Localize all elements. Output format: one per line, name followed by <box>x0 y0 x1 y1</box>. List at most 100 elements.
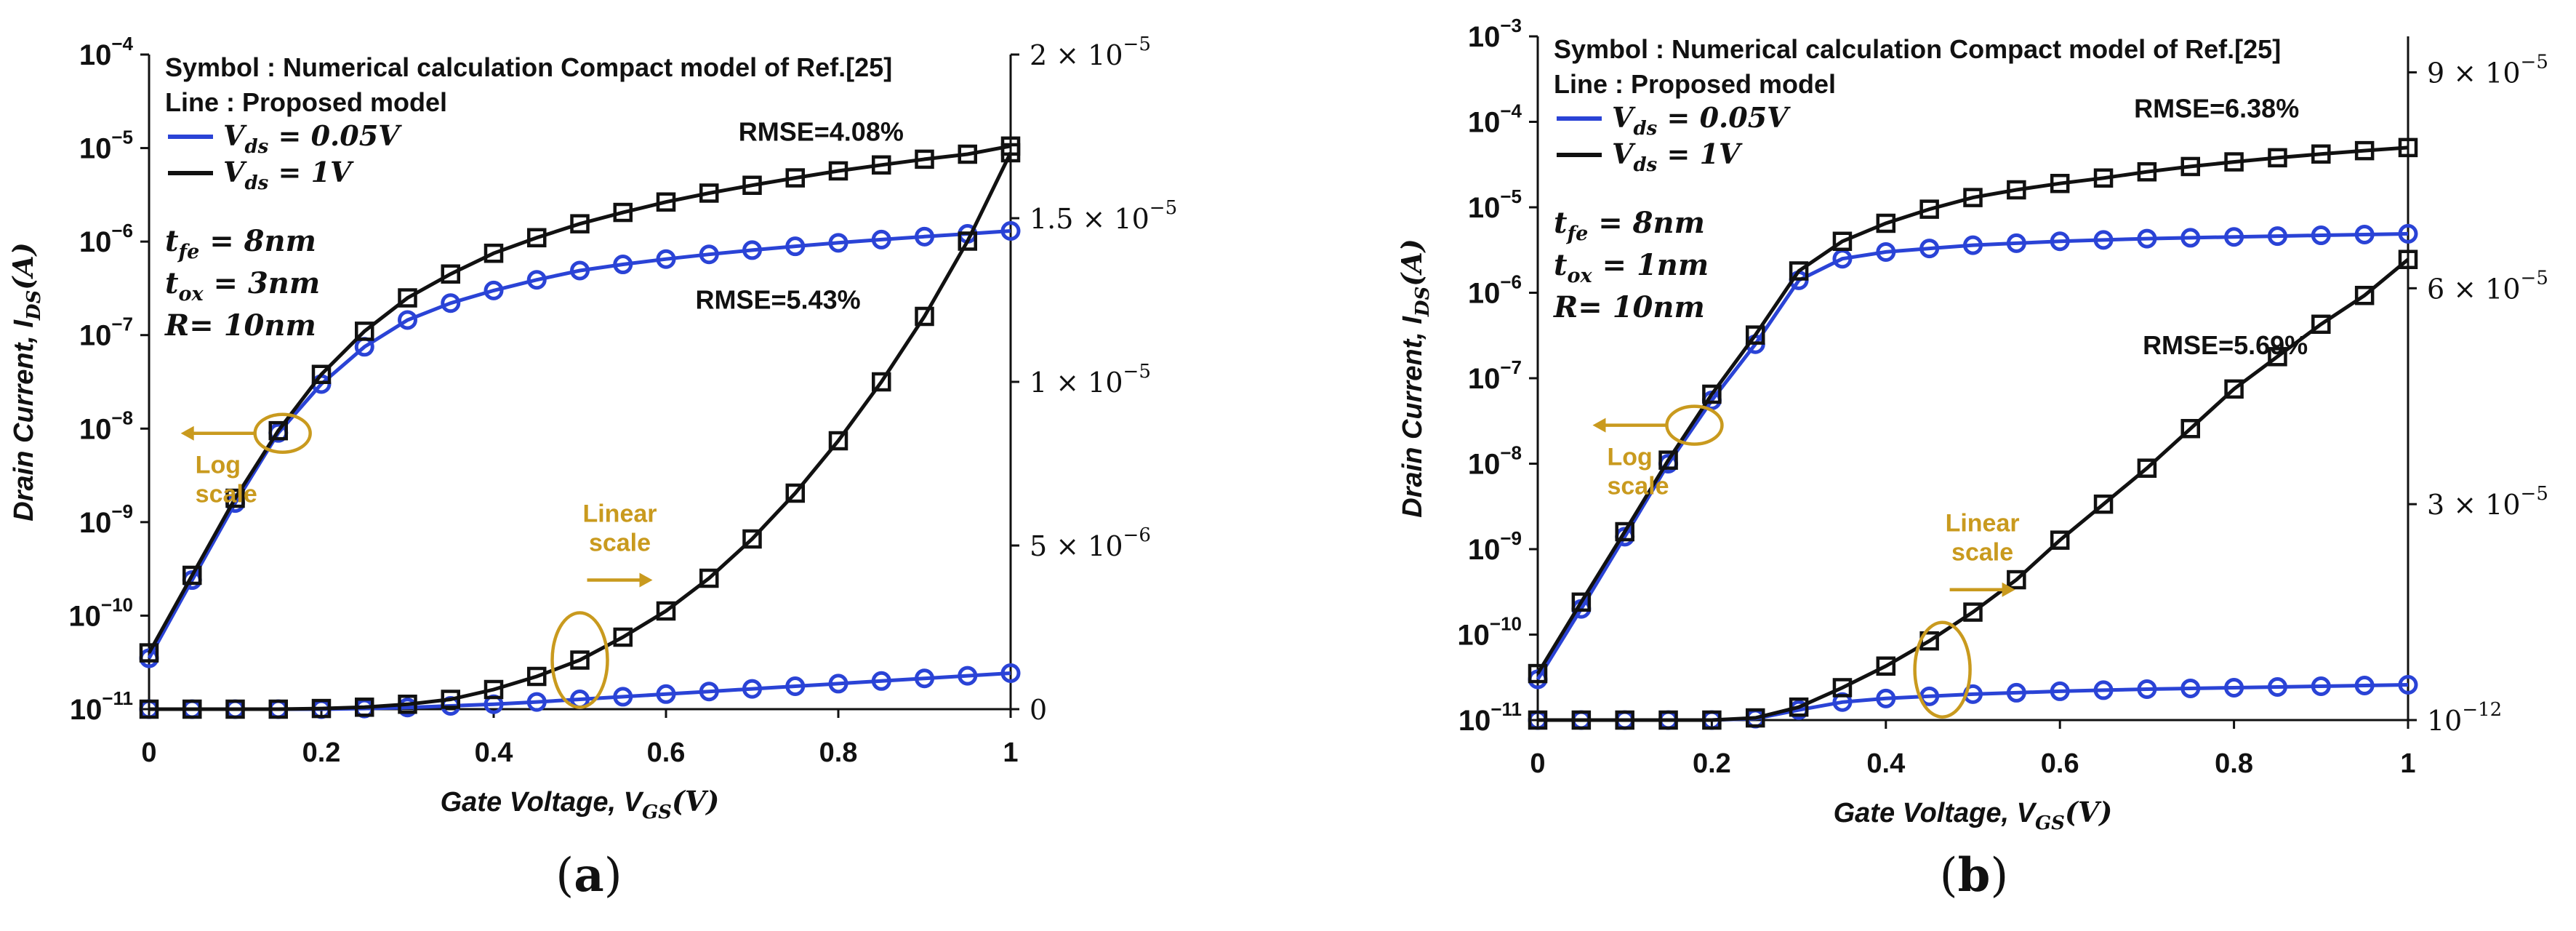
data-point <box>2007 570 2026 590</box>
data-point <box>398 695 417 714</box>
data-point <box>2050 681 2070 701</box>
data-point <box>398 310 417 330</box>
x-tick-label: 0.6 <box>647 738 686 768</box>
data-point <box>311 698 332 719</box>
data-point <box>527 228 547 248</box>
data-point <box>2093 230 2114 250</box>
data-point <box>527 666 547 687</box>
y-left-tick-label: 10−4 <box>1468 100 1522 139</box>
data-point <box>1528 710 1548 730</box>
data-point <box>570 214 590 233</box>
data-point <box>915 668 934 689</box>
y-left-tick-label: 10−11 <box>1458 698 1522 737</box>
linear-scale-label: Linear <box>1946 510 2020 538</box>
data-point <box>2354 140 2375 161</box>
legend-entry: Vds = 0.05V <box>223 119 402 158</box>
y-left-tick-label: 10−10 <box>68 594 133 632</box>
data-point <box>1746 708 1765 728</box>
data-point <box>441 293 461 313</box>
log-scale-label: scale <box>196 481 257 508</box>
y-left-tick-label: 10−8 <box>79 407 133 445</box>
data-point <box>2093 680 2114 700</box>
data-point <box>311 364 332 384</box>
data-point <box>441 264 460 284</box>
data-point <box>915 149 934 169</box>
y-right-tick-label: 1.5 × 10−5 <box>1030 197 1177 235</box>
data-point <box>742 175 762 195</box>
data-point <box>2398 137 2418 158</box>
data-point <box>1919 686 1940 706</box>
data-point <box>1963 188 1983 207</box>
y-left-tick-label: 10−3 <box>1468 15 1522 53</box>
y-left-tick-label: 10−10 <box>1457 613 1522 652</box>
data-point <box>2093 494 2114 514</box>
series-line-black-linear <box>149 151 1013 711</box>
series-line-black-log <box>1536 145 2409 675</box>
log-scale-label: scale <box>1607 473 1669 500</box>
legend-entry: Vds = 0.05V <box>1612 101 1791 140</box>
y-right-tick-label: 1 × 10−5 <box>1030 361 1151 399</box>
data-point <box>526 692 547 712</box>
data-point <box>2311 225 2331 246</box>
series-line-black-log <box>147 144 1011 654</box>
data-point <box>915 226 934 247</box>
data-point <box>613 627 633 647</box>
x-tick-label: 0.4 <box>1866 748 1905 779</box>
data-point <box>742 529 762 549</box>
data-point <box>958 666 978 686</box>
data-point <box>526 270 547 290</box>
data-point <box>398 288 417 308</box>
data-point <box>2180 678 2201 698</box>
chart-panel-b: 0 0.2 0.4 0.6 0.8 1 10−11 10−10 10−9 10−8 10−7 10−6… <box>1395 15 2548 903</box>
y-right-tick-label: 3 × 10−5 <box>2427 483 2548 521</box>
data-point <box>2050 231 2070 252</box>
data-point <box>570 260 590 281</box>
legend-line-text: Line : Proposed model <box>165 87 447 117</box>
data-point <box>2224 152 2244 172</box>
data-point <box>1876 213 1896 233</box>
x-tick-label: 0.2 <box>1693 748 1731 779</box>
data-point <box>1000 663 1021 683</box>
linear-scale-ellipse <box>550 611 609 709</box>
param-text: R= 10nm <box>164 308 316 343</box>
data-point <box>1571 592 1592 612</box>
data-point <box>699 183 719 203</box>
param-text: tfe = 8nm <box>165 224 316 263</box>
data-point <box>1919 239 1940 259</box>
legend-entry: Vds = 1V <box>223 156 354 194</box>
data-point <box>268 420 288 441</box>
data-point <box>1746 325 1765 345</box>
rmse-label: RMSE=5.43% <box>695 285 860 315</box>
data-point <box>139 643 159 663</box>
x-tick-label: 0 <box>1530 748 1545 779</box>
x-tick-label: 0.8 <box>819 738 858 768</box>
data-point <box>570 650 590 670</box>
data-point <box>1963 235 1983 255</box>
data-point <box>785 168 805 188</box>
data-point <box>1832 231 1853 252</box>
data-point <box>828 674 848 694</box>
y-left-tick-label: 10−9 <box>79 500 133 539</box>
param-text: tfe = 8nm <box>1554 206 1705 245</box>
data-point <box>2093 168 2114 188</box>
data-point <box>1000 143 1021 163</box>
y-left-tick-label: 10−4 <box>79 33 134 71</box>
data-point <box>2398 249 2418 269</box>
y-left-tick-label: 10−5 <box>79 127 133 165</box>
data-point <box>656 249 676 269</box>
data-point <box>785 483 805 503</box>
data-point <box>1702 710 1722 730</box>
data-point <box>2006 682 2026 703</box>
data-point <box>1876 688 1896 708</box>
param-text: tox = 1nm <box>1554 248 1709 287</box>
data-point <box>872 155 891 175</box>
panel-caption: (a) <box>555 848 622 903</box>
data-point <box>2180 156 2200 177</box>
data-point <box>2180 419 2200 439</box>
data-point <box>225 488 245 508</box>
legend-line-text: Line : Proposed model <box>1554 69 1836 99</box>
data-point <box>483 679 504 700</box>
data-point <box>2398 675 2418 695</box>
log-scale-label: Log <box>196 452 241 479</box>
